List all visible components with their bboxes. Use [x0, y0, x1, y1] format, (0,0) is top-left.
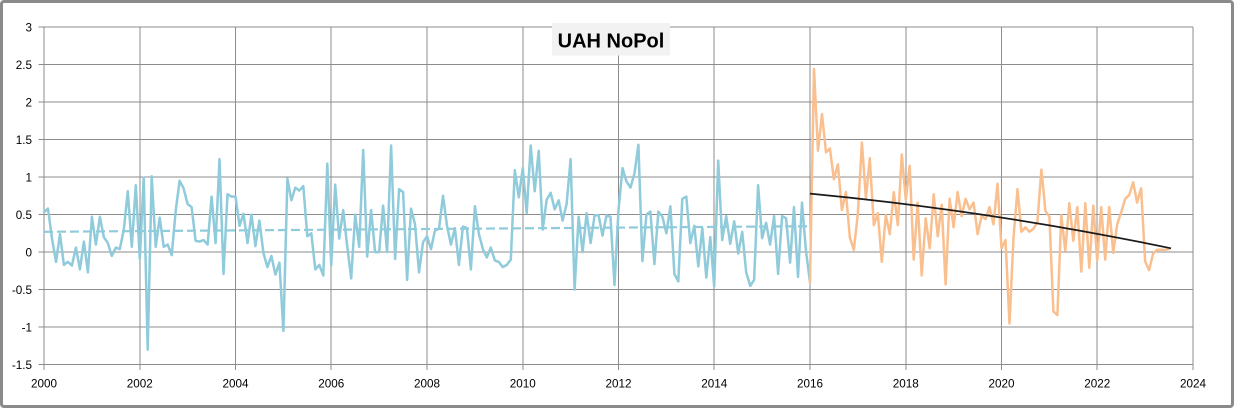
svg-text:2006: 2006 [318, 378, 344, 391]
svg-text:2: 2 [25, 97, 32, 110]
svg-text:0.5: 0.5 [16, 209, 33, 222]
svg-text:2022: 2022 [1084, 378, 1110, 391]
svg-text:UAH NoPol: UAH NoPol [558, 31, 665, 53]
svg-text:2016: 2016 [797, 378, 823, 391]
svg-text:-1: -1 [22, 322, 32, 335]
svg-text:0: 0 [25, 247, 32, 260]
svg-text:2004: 2004 [222, 378, 249, 391]
svg-text:-1.5: -1.5 [12, 359, 33, 372]
svg-text:2024: 2024 [1180, 378, 1207, 391]
svg-text:2000: 2000 [31, 378, 58, 391]
svg-text:2010: 2010 [510, 378, 537, 391]
svg-text:2002: 2002 [127, 378, 153, 391]
svg-text:2012: 2012 [605, 378, 631, 391]
svg-text:1.5: 1.5 [16, 134, 33, 147]
svg-text:-0.5: -0.5 [12, 284, 33, 297]
svg-text:2020: 2020 [988, 378, 1015, 391]
svg-text:2008: 2008 [414, 378, 440, 391]
svg-text:2014: 2014 [701, 378, 728, 391]
svg-text:1: 1 [25, 172, 32, 185]
svg-text:2018: 2018 [893, 378, 919, 391]
svg-text:3: 3 [25, 22, 32, 35]
svg-text:2.5: 2.5 [16, 59, 33, 72]
